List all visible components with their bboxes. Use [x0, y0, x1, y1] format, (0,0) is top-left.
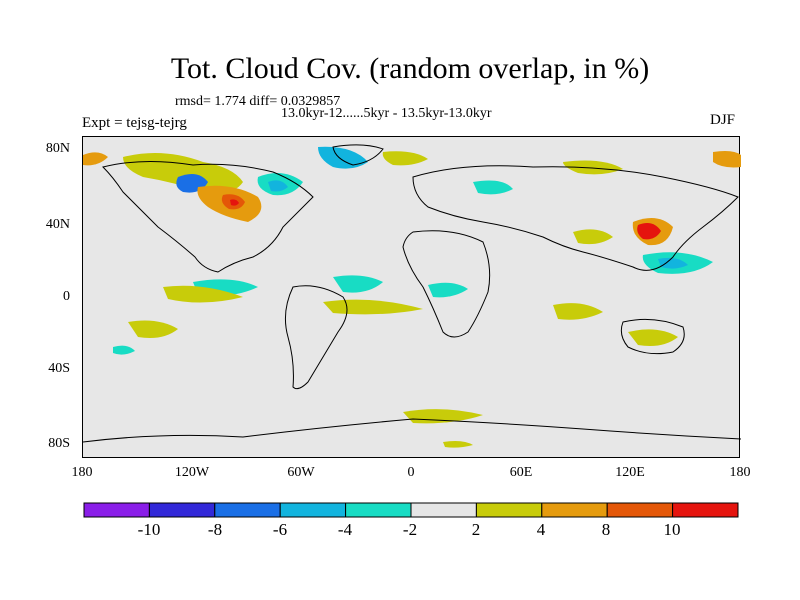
- anomaly-positive-region: [403, 409, 483, 424]
- y-tick-80s: 80S: [48, 436, 70, 451]
- coast-australia: [620, 318, 685, 355]
- anomaly-positive-region: [553, 303, 603, 320]
- experiment-label: Expt = tejsg-tejrg: [82, 115, 187, 131]
- coast-greenland: [332, 144, 384, 166]
- plot-title: Tot. Cloud Cov. (random overlap, in %): [170, 52, 650, 85]
- colorbar-swatch: [672, 502, 739, 518]
- coast-europe-asia: [412, 165, 739, 271]
- colorbar-swatch: [606, 502, 674, 518]
- rmsd-diff-stats: rmsd= 1.774 diff= 0.0329857: [175, 94, 341, 109]
- colorbar-label: 2: [471, 520, 481, 539]
- colorbar-swatch: [148, 502, 216, 518]
- anomaly-positive-region: [323, 299, 423, 315]
- anomaly-positive-region: [128, 320, 178, 338]
- colorbar-label: -6: [272, 520, 288, 539]
- colorbar-label: 8: [601, 520, 611, 539]
- x-tick-60e: 60E: [509, 465, 533, 480]
- anomaly-negative-region: [473, 180, 513, 195]
- colorbar-label: 10: [663, 520, 681, 539]
- anomaly-positive-region: [628, 329, 678, 346]
- anomaly-strong-positive-region: [230, 199, 239, 206]
- colorbar-swatch: [83, 502, 150, 518]
- anomaly-positive-region: [382, 151, 428, 166]
- anomaly-negative-region: [318, 146, 368, 169]
- colorbar-label: 4: [536, 520, 546, 539]
- anomaly-positive-region: [563, 160, 623, 175]
- anomaly-map: [83, 144, 741, 448]
- colorbar-swatch: [541, 502, 608, 518]
- colorbar-label: -2: [402, 520, 418, 539]
- coastlines: [83, 144, 741, 443]
- anomaly-negative-region: [428, 282, 468, 298]
- colorbar-label: -4: [337, 520, 353, 539]
- anomaly-negative-region: [333, 275, 383, 293]
- colorbar-swatch: [345, 502, 412, 518]
- anomaly-negative-region: [268, 180, 288, 192]
- anomaly-negative-region: [658, 257, 688, 269]
- coast-south-america: [284, 285, 348, 390]
- map-panel: [82, 136, 741, 458]
- x-tick-60w: 60W: [287, 465, 315, 480]
- coast-africa: [402, 230, 491, 338]
- colorbar-swatch: [475, 502, 543, 518]
- period-description: 13.0kyr-12......5kyr - 13.5kyr-13.0kyr: [281, 106, 492, 121]
- colorbar-swatch: [410, 502, 477, 518]
- y-tick-0: 0: [63, 289, 70, 304]
- anomaly-negative-region: [83, 152, 108, 166]
- y-tick-80n: 80N: [45, 141, 70, 156]
- colorbar-label: -8: [207, 520, 223, 539]
- anomaly-positive-region: [443, 441, 473, 448]
- y-tick-40s: 40S: [48, 361, 70, 376]
- x-tick-120w: 120W: [174, 465, 210, 480]
- colorbar-swatch: [279, 502, 347, 518]
- x-tick-0: 0: [407, 465, 415, 480]
- anomaly-positive-region: [163, 285, 243, 303]
- x-tick-180e: 180: [729, 465, 751, 480]
- season-label: DJF: [710, 112, 736, 128]
- x-tick-180w: 180: [71, 465, 93, 480]
- anomaly-negative-region: [113, 345, 135, 355]
- coast-north-america: [102, 160, 314, 273]
- anomaly-contours: [83, 146, 741, 448]
- colorbar-swatch: [214, 502, 281, 518]
- anomaly-strong-positive-region: [637, 223, 661, 240]
- y-tick-40n: 40N: [45, 217, 70, 232]
- colorbar-label: -10: [137, 520, 161, 539]
- x-tick-120e: 120E: [615, 465, 645, 480]
- anomaly-positive-region: [713, 151, 741, 168]
- anomaly-positive-region: [123, 153, 243, 194]
- coast-antarctica: [83, 418, 741, 443]
- anomaly-positive-region: [573, 229, 613, 245]
